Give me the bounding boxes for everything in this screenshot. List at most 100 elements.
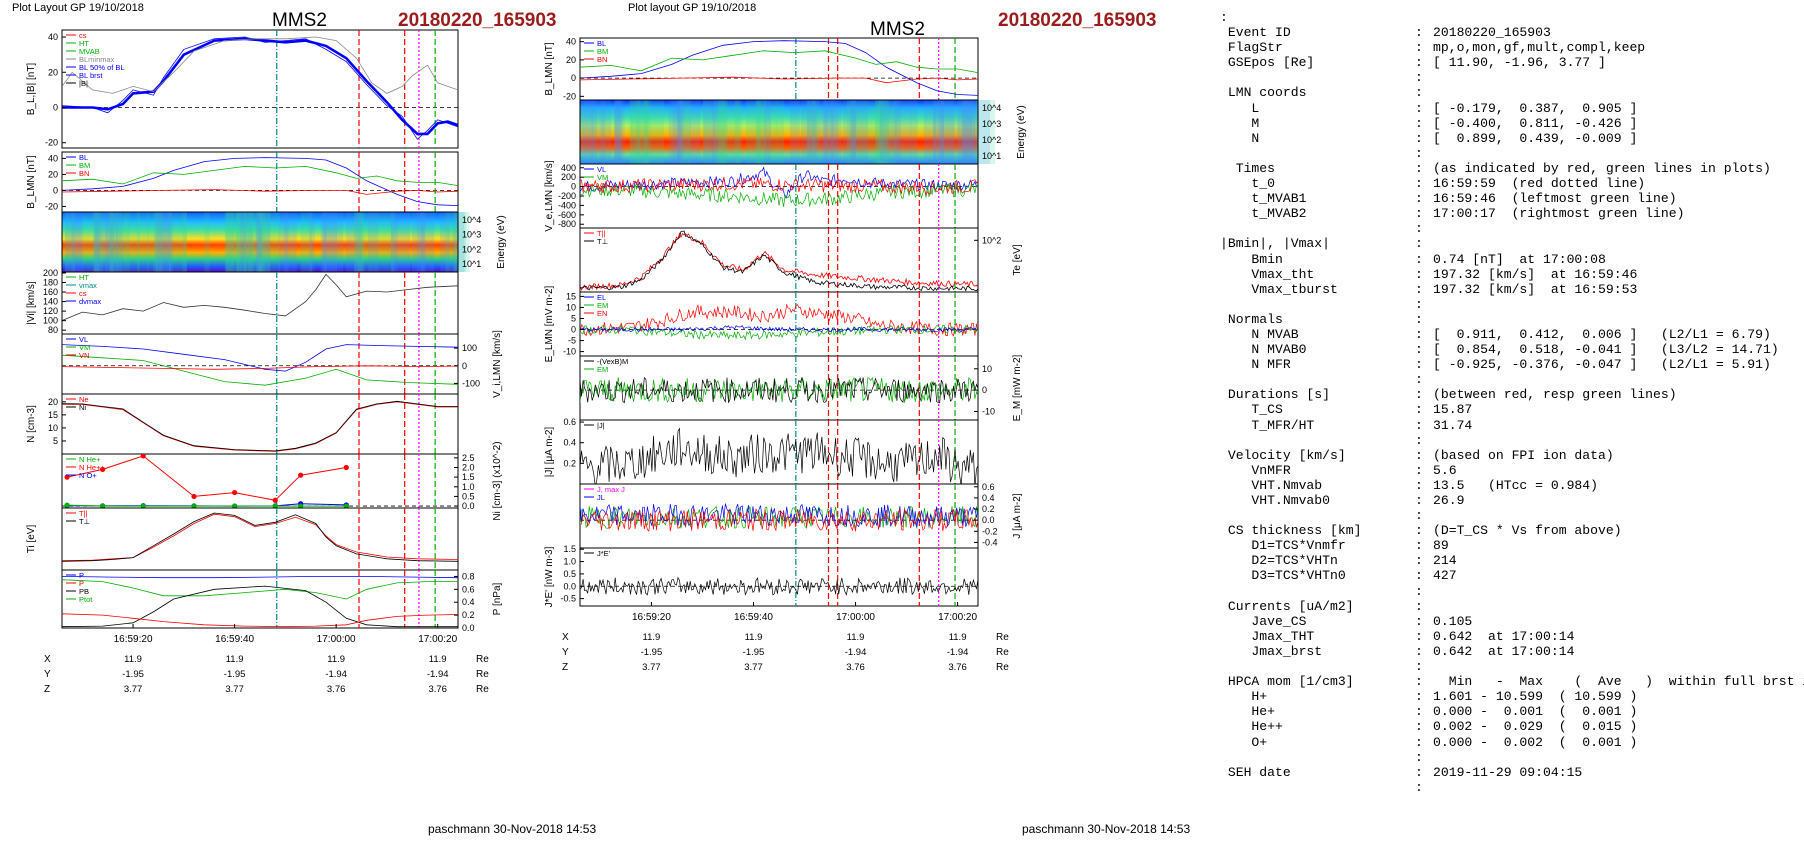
- spacecraft-title-left: MMS2: [272, 10, 327, 31]
- legend-label: N O+: [79, 471, 97, 480]
- summary-separator: :: [1415, 115, 1423, 131]
- panel-frame: [579, 419, 979, 485]
- panel-ti: Ti [eV] T||T⊥: [26, 507, 459, 571]
- summary-value: [1433, 780, 1804, 795]
- ytick-label: 80: [48, 325, 58, 335]
- summary-value: 427: [1433, 568, 1457, 584]
- ytick-label: 0.6: [982, 482, 995, 492]
- ytick-label: 20: [48, 169, 58, 179]
- summary-key: [1220, 297, 1415, 312]
- ephemeris-label: X: [44, 654, 51, 665]
- legend-label: EM: [597, 301, 608, 310]
- panel-plot-area: [580, 164, 978, 228]
- summary-key: VHT.Nmvab: [1220, 477, 1323, 493]
- ytick-label: 0.2: [462, 610, 475, 620]
- data-point: [100, 503, 106, 508]
- ephemeris-value: -1.95: [743, 647, 765, 658]
- summary-row: Currents [uA/m2]:: [1220, 599, 1804, 614]
- ephemeris-value: 11.9: [124, 654, 142, 665]
- legend-label: BL: [597, 39, 606, 48]
- summary-row: N: [ 0.899, 0.439, -0.009 ]: [1220, 131, 1804, 146]
- summary-row: M: [ -0.400, 0.811, -0.426 ]: [1220, 116, 1804, 131]
- ytick-label: 120: [43, 306, 58, 316]
- ytick-label: 0: [571, 325, 576, 335]
- ytick-label: 2.0: [462, 463, 475, 473]
- summary-separator: :: [1415, 704, 1423, 720]
- summary-row: :: [1220, 70, 1804, 85]
- summary-row: :: [1220, 750, 1804, 765]
- y-axis-label: J*E' [nW m-3]: [544, 546, 555, 607]
- data-point: [343, 464, 349, 471]
- y-axis-label: V_e,LMN [km/s]: [544, 160, 555, 231]
- panel-plot-area: [62, 152, 458, 212]
- ytick-label: -5: [568, 336, 576, 346]
- data-series-line: [580, 76, 978, 84]
- data-series-line: [62, 400, 458, 452]
- summary-key: N MFR: [1220, 357, 1291, 373]
- data-series-line: [62, 512, 458, 562]
- data-series-line: [580, 232, 978, 291]
- data-series-line: [580, 324, 978, 341]
- data-point: [343, 503, 349, 508]
- panel-e_spec: 10^4 10^3 10^2 10^1 Energy (eV): [579, 99, 1027, 165]
- data-point: [272, 503, 278, 508]
- legend-label: J, max J: [597, 485, 625, 494]
- summary-separator: :: [1415, 40, 1423, 56]
- summary-value: (between red, resp green lines): [1433, 387, 1677, 403]
- panel-plot-area: [62, 508, 458, 570]
- ephemeris-value: 11.9: [949, 632, 967, 643]
- summary-value: (as indicated by red, green lines in plo…: [1433, 160, 1771, 176]
- data-point: [140, 503, 146, 508]
- summary-separator: :: [1415, 221, 1423, 237]
- ephemeris-value: 11.9: [847, 632, 865, 643]
- panel-plot-area: [62, 30, 458, 148]
- legend-label: cs: [79, 289, 87, 298]
- panel-frame: [579, 227, 979, 293]
- xtick-label: 17:00:20: [938, 612, 977, 623]
- panel-frame: [61, 453, 459, 509]
- ytick-label: 0.4: [982, 493, 995, 503]
- summary-key: Jave_CS: [1220, 613, 1307, 629]
- ephemeris-unit: Re: [476, 684, 489, 695]
- summary-value: [1433, 508, 1804, 523]
- ephemeris-value: 3.76: [948, 662, 967, 673]
- panel-frame: [61, 333, 459, 395]
- summary-value: 89: [1433, 538, 1449, 554]
- summary-row: Jave_CS:0.105: [1220, 614, 1804, 629]
- summary-row: T_MFR/HT:31.74: [1220, 418, 1804, 433]
- summary-separator: :: [1415, 402, 1423, 418]
- summary-key: Times: [1220, 160, 1276, 176]
- summary-value: [1433, 297, 1804, 312]
- y-axis-label: Energy (eV): [496, 215, 507, 268]
- ytick-label: 20: [566, 55, 576, 65]
- xtick-label: 17:00:20: [418, 634, 457, 645]
- ephemeris-value: -1.95: [641, 647, 663, 658]
- ephemeris-label: X: [562, 632, 569, 643]
- summary-value: (based on FPI ion data): [1433, 447, 1614, 463]
- panel-frame: [579, 37, 979, 101]
- spacecraft-title-right: MMS2: [870, 19, 925, 40]
- summary-key: Vmax_tht: [1220, 266, 1315, 282]
- ytick-label: 0: [571, 182, 576, 192]
- summary-separator: :: [1415, 70, 1423, 86]
- legend-label: N He+: [79, 455, 101, 464]
- data-series-line: [62, 354, 458, 386]
- ytick-label: 0.0: [462, 501, 475, 511]
- ytick-label: 10^3: [462, 230, 481, 240]
- data-series-line: [580, 508, 978, 532]
- summary-value: [1433, 372, 1804, 387]
- panel-ion_spec: 10^4 10^3 10^2 10^1 Energy (eV): [61, 211, 507, 273]
- summary-value: [1433, 85, 1804, 100]
- summary-value: [ 0.911, 0.412, 0.006 ] (L2/L1 = 6.79): [1433, 326, 1771, 342]
- summary-key: t_MVAB1: [1220, 191, 1307, 207]
- data-series-line: [66, 455, 347, 501]
- summary-row: Velocity [km/s]: (based on FPI ion data): [1220, 448, 1804, 463]
- ytick-label: 10: [566, 302, 576, 312]
- summary-row: He+:0.000 - 0.001 ( 0.001 ): [1220, 704, 1804, 719]
- panel-frame: [579, 547, 979, 607]
- summary-separator: :: [1415, 553, 1423, 569]
- summary-key: H+: [1220, 689, 1268, 705]
- ytick-label: 0.4: [462, 597, 475, 607]
- summary-separator: :: [1415, 311, 1423, 327]
